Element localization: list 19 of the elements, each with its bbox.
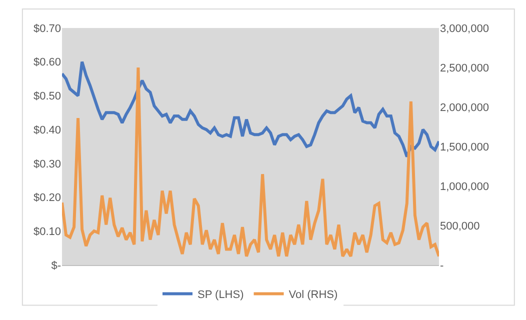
legend-label: Vol (RHS)	[288, 289, 338, 302]
y2-tick-label: 2,000,000	[440, 102, 489, 114]
y-tick-label: $0.40	[33, 124, 61, 136]
y2-tick-label: 3,000,000	[440, 22, 489, 35]
line-series	[62, 66, 439, 258]
y-tick-label: $0.10	[33, 226, 61, 238]
y-tick-label: $0.60	[33, 56, 61, 69]
y-tick-label: $-	[51, 260, 62, 272]
legend-label: SP (LHS)	[198, 289, 244, 302]
y2-tick-label: 1,000,000	[440, 180, 489, 193]
y-tick-label: $0.20	[33, 192, 61, 204]
y2-tick-label: 500,000	[440, 220, 480, 232]
y-tick-label: $0.70	[33, 22, 61, 35]
y2-tick-label: -	[440, 260, 444, 272]
y2-tick-label: 1,500,000	[440, 141, 489, 154]
line-series	[62, 60, 439, 158]
y2-tick-label: 2,500,000	[440, 62, 489, 74]
y-tick-label: $0.30	[33, 158, 61, 170]
y-tick-label: $0.50	[33, 90, 61, 103]
